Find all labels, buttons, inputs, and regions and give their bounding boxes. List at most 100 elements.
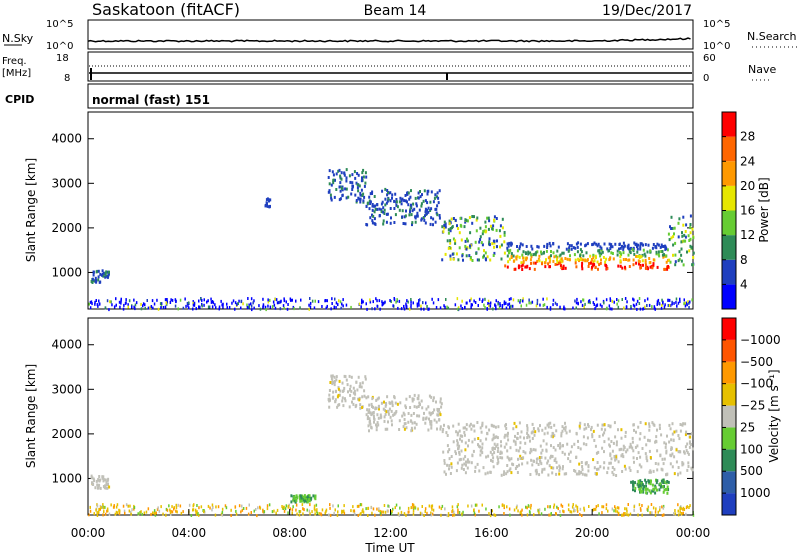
echo-cell	[416, 302, 419, 306]
echo-cell	[510, 471, 513, 475]
echo-cell	[380, 210, 383, 214]
echo-cell	[633, 298, 635, 302]
echo-cell	[530, 261, 532, 265]
echo-cell	[137, 512, 139, 516]
echo-cell	[381, 510, 383, 514]
echo-cell	[115, 505, 118, 509]
echo-cell	[652, 469, 655, 473]
echo-cell	[598, 251, 601, 255]
echo-cell	[437, 413, 440, 417]
echo-cell	[433, 196, 436, 200]
y-tick-label: 3000	[51, 176, 82, 190]
echo-cell	[398, 513, 401, 517]
echo-cell	[375, 398, 378, 402]
echo-cell	[526, 461, 529, 465]
echo-cell	[90, 300, 93, 304]
echo-cell	[542, 297, 544, 301]
echo-cell	[520, 261, 523, 265]
echo-cell	[170, 512, 172, 516]
echo-cell	[375, 428, 378, 432]
echo-cell	[372, 300, 374, 304]
colorbar-tick-label: 12	[740, 228, 755, 242]
echo-cell	[625, 450, 628, 454]
echo-cell	[379, 509, 382, 513]
echo-cell	[479, 453, 482, 457]
x-axis-label: Time UT	[364, 541, 415, 554]
echo-cell	[429, 222, 432, 226]
echo-cell	[527, 433, 530, 437]
echo-cell	[123, 303, 125, 307]
echo-cell	[581, 261, 584, 265]
echo-cell	[623, 446, 626, 450]
echo-cell	[610, 251, 613, 255]
echo-cell	[492, 465, 495, 469]
echo-cell	[539, 459, 541, 463]
echo-cell	[633, 428, 635, 432]
echo-cell	[465, 427, 468, 431]
echo-cell	[485, 455, 488, 459]
echo-cell	[308, 307, 310, 311]
echo-cell	[357, 397, 360, 401]
echo-cell	[464, 455, 467, 459]
colorbar-segment	[722, 318, 736, 340]
echo-cell	[556, 249, 559, 253]
echo-cell	[404, 199, 407, 203]
echo-cell	[643, 252, 646, 256]
echo-cell	[662, 481, 665, 484]
echo-cell	[377, 404, 380, 408]
echo-cell	[383, 419, 386, 423]
echo-cell	[391, 193, 394, 197]
echo-cell	[118, 512, 121, 516]
echo-cell	[580, 461, 583, 464]
echo-cell	[449, 246, 452, 250]
echo-cell	[506, 449, 509, 453]
echo-cell	[235, 512, 238, 516]
echo-cell	[384, 413, 387, 416]
echo-cell	[580, 471, 583, 474]
echo-cell	[581, 514, 583, 517]
echo-cell	[627, 253, 630, 257]
echo-cell	[622, 247, 625, 251]
echo-cell	[515, 506, 518, 510]
echo-cell	[262, 305, 264, 309]
echo-cell	[530, 301, 532, 305]
echo-cell	[250, 511, 252, 514]
echo-cell	[665, 260, 668, 264]
echo-cell	[95, 479, 98, 483]
echo-cell	[546, 297, 548, 301]
echo-cell	[427, 206, 430, 210]
echo-cell	[435, 400, 437, 404]
echo-cell	[485, 507, 487, 511]
echo-cell	[170, 298, 172, 302]
echo-cell	[632, 480, 634, 484]
echo-cell	[107, 270, 110, 274]
echo-cell	[473, 424, 476, 428]
echo-cell	[144, 306, 146, 310]
echo-cell	[212, 506, 214, 509]
echo-cell	[659, 482, 662, 486]
echo-cell	[250, 297, 253, 301]
noise-right-tick-top: 10^5	[703, 19, 730, 30]
echo-cell	[689, 223, 692, 226]
echo-cell	[324, 299, 327, 302]
echo-cell	[605, 307, 608, 311]
echo-cell	[528, 435, 531, 439]
echo-cell	[307, 498, 310, 502]
echo-cell	[499, 456, 502, 460]
echo-cell	[555, 472, 558, 476]
echo-cell	[371, 208, 374, 212]
echo-cell	[430, 216, 433, 220]
noise-left-tick-top: 10^5	[46, 19, 73, 30]
echo-cell	[518, 421, 521, 425]
echo-cell	[674, 241, 677, 245]
echo-cell	[617, 460, 620, 464]
echo-cell	[581, 264, 583, 268]
echo-cell	[486, 255, 489, 259]
echo-cell	[122, 504, 125, 508]
echo-cell	[370, 506, 373, 510]
echo-cell	[579, 248, 582, 252]
echo-cell	[345, 179, 348, 183]
echo-cell	[480, 241, 483, 245]
echo-cell	[671, 452, 674, 456]
echo-cell	[378, 508, 380, 512]
